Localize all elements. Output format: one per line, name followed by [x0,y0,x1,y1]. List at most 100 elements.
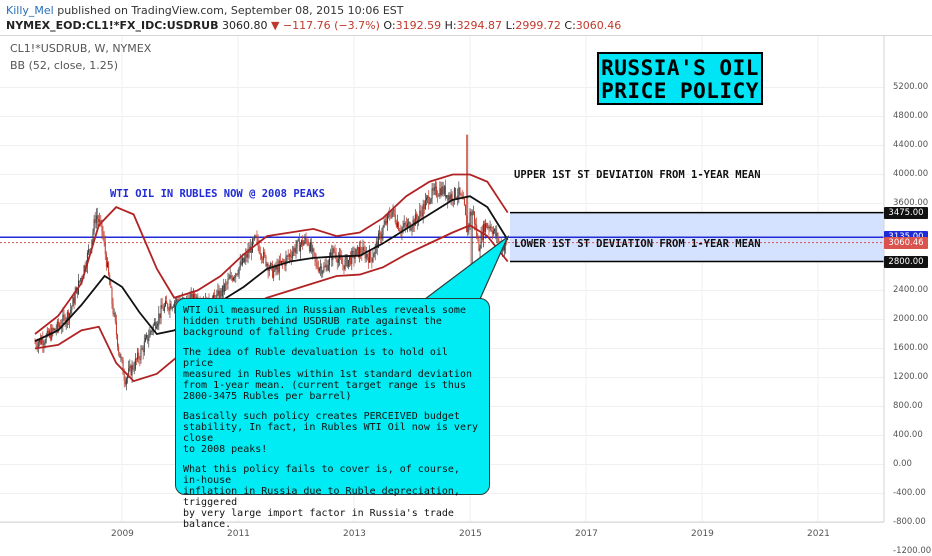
candle-body [73,297,75,304]
candle-body [76,287,78,295]
author-link[interactable]: Killy_Mel [6,4,54,17]
close-value: 3060.46 [575,19,622,32]
candle-body [317,267,319,272]
candle-body [395,222,397,227]
candle-body [248,250,250,253]
candle-body [418,216,420,223]
candle-body [231,277,233,281]
candle-body [63,314,65,317]
candle-body [354,255,356,259]
candle-body [405,224,407,227]
candle-body [157,323,159,327]
candle-body [67,312,69,321]
candle-body [72,297,74,307]
candle-body [318,268,320,272]
candle-body [323,266,325,272]
candle-body [272,263,274,278]
candle-body [239,261,241,268]
candle-body [410,229,412,231]
candle-body [415,214,417,220]
candle-body [149,331,151,338]
candle-body [230,275,232,278]
candle-body [504,246,506,251]
candle-body [264,251,266,256]
candle-body [471,211,473,216]
candle-body [235,273,237,278]
candle-body [422,204,424,217]
candle-body [460,193,462,196]
price-chart[interactable] [0,36,932,550]
open-label: O: [383,19,396,32]
candle-body [156,326,158,329]
candle-body [380,232,382,240]
last-price: 3060.80 [221,19,268,32]
candle-body [166,300,168,304]
title-box: RUSSIA'S OIL PRICE POLICY [597,52,763,105]
candle-body [260,254,262,259]
candle-body [463,198,465,205]
candle-body [54,328,56,331]
candle-body [328,256,330,265]
title-line-2: PRICE POLICY [601,79,759,103]
candle-body [286,255,288,257]
candle-body [315,258,317,263]
candle-body [138,352,140,360]
price-tick-label: 4000.00 [893,168,929,179]
candle-body [337,258,339,263]
candle-body [351,251,353,265]
candle-body [212,294,214,302]
price-tick-label: 1600.00 [893,342,929,353]
candle-body [132,365,134,370]
candle-body [306,240,308,244]
indicator-label[interactable]: BB (52, close, 1.25) [10,59,118,72]
candle-body [37,342,39,348]
candle-body [262,258,264,260]
candle-body [45,335,47,343]
candle-body [276,264,278,270]
candle-body [173,302,175,307]
last-price-tag: 3060.46 [884,236,928,249]
candle-body [424,200,426,210]
candle-body [114,313,116,322]
price-tick-label: 0.00 [893,458,912,469]
candle-body [370,251,372,258]
candle-body [123,374,125,381]
time-tick-label: 2017 [575,529,598,539]
candle-body [144,337,146,342]
candle-body [226,283,228,285]
candle-body [381,234,383,240]
candle-body [128,368,130,376]
candle-body [360,247,362,254]
candle-body [167,303,169,309]
candle-body [482,223,484,240]
candle-body [297,239,299,241]
candle-body [127,375,129,379]
candle-body [311,242,313,252]
candle-body [470,211,472,216]
candle-body [287,255,289,257]
candle-body [437,195,439,197]
candle-body [285,256,287,266]
candle-body [457,195,459,198]
time-tick-label: 2013 [343,529,366,539]
candle-body [146,335,148,338]
callout-box: WTI Oil measured in Russian Rubles revea… [175,298,490,530]
candle-body [241,257,243,265]
candle-body [131,365,133,376]
candle-body [252,238,253,253]
candle-body [113,313,115,315]
candle-body [302,240,304,246]
candle-body [438,195,440,197]
candle-body [244,258,246,263]
candle-body [363,247,365,251]
price-tick-label: 800.00 [893,400,923,411]
candle-body [40,338,42,344]
price-tick-label: 3600.00 [893,197,929,208]
candle-body [321,266,323,274]
candle-body [110,285,112,288]
candle-body [308,244,310,252]
candle-body [246,253,248,258]
candle-body [301,240,303,245]
candle-body [505,240,507,247]
candle-body [117,334,119,347]
